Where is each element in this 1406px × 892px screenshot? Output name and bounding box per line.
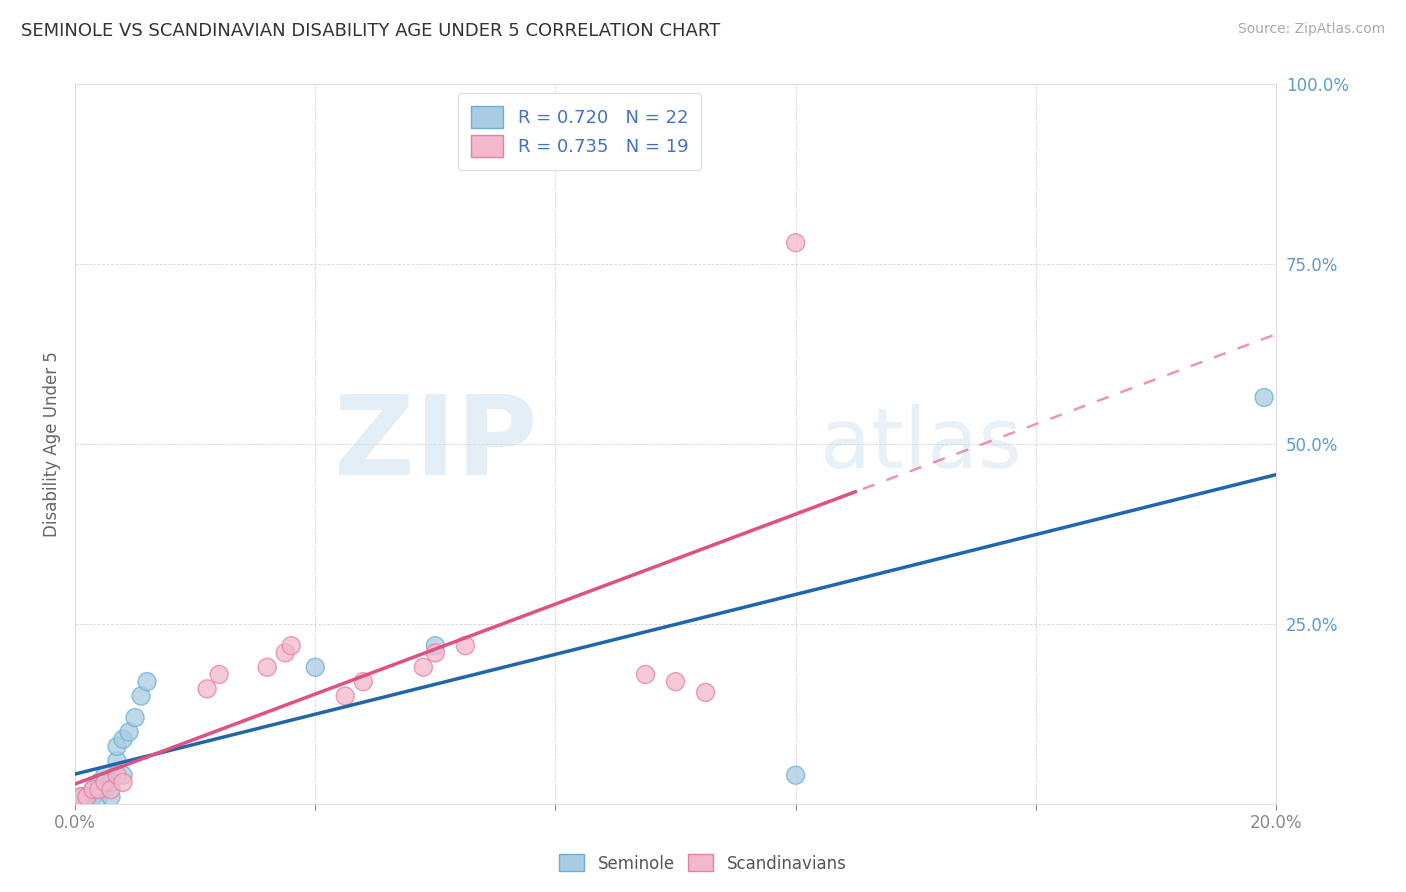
Legend: R = 0.720   N = 22, R = 0.735   N = 19: R = 0.720 N = 22, R = 0.735 N = 19: [458, 94, 700, 170]
Text: ZIP: ZIP: [335, 391, 537, 498]
Y-axis label: Disability Age Under 5: Disability Age Under 5: [44, 351, 60, 537]
Text: SEMINOLE VS SCANDINAVIAN DISABILITY AGE UNDER 5 CORRELATION CHART: SEMINOLE VS SCANDINAVIAN DISABILITY AGE …: [21, 22, 720, 40]
Text: Source: ZipAtlas.com: Source: ZipAtlas.com: [1237, 22, 1385, 37]
Text: atlas: atlas: [820, 404, 1021, 484]
Legend: Seminole, Scandinavians: Seminole, Scandinavians: [553, 847, 853, 880]
